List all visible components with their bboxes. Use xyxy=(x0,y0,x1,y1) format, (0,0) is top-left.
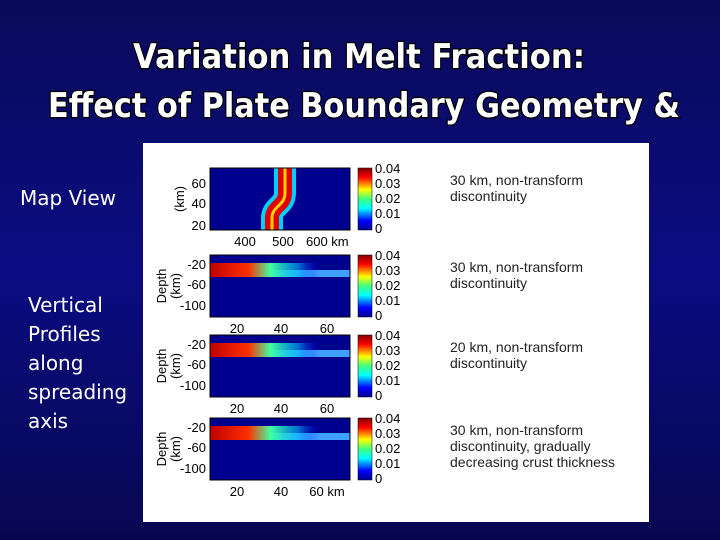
melt-zone xyxy=(210,263,320,277)
y-axis-label: (km) xyxy=(168,273,183,299)
y-tick-label: -20 xyxy=(187,257,206,272)
colorbar-label: 0.04 xyxy=(375,328,400,343)
panel-caption: 30 km, non-transform xyxy=(450,422,583,438)
profile-label-line: along xyxy=(28,351,83,375)
melt-zone xyxy=(210,426,320,440)
y-axis-label: (km) xyxy=(172,186,187,212)
panel-caption: 30 km, non-transform xyxy=(450,259,583,275)
panel-caption: discontinuity xyxy=(450,275,527,291)
colorbar xyxy=(357,254,373,318)
x-tick-label: 60 km xyxy=(309,484,344,499)
y-tick-label: -60 xyxy=(187,440,206,455)
plot-frame xyxy=(209,254,351,318)
panel-caption: decreasing crust thickness xyxy=(450,454,615,470)
colorbar xyxy=(357,167,373,231)
x-tick-label: 500 xyxy=(272,234,294,249)
title-line: Effect of Plate Boundary Geometry & xyxy=(48,86,680,126)
profile-label-line: Profiles xyxy=(28,322,101,346)
profile-label-line: axis xyxy=(28,409,68,433)
colorbar-label: 0.04 xyxy=(375,161,400,176)
y-tick-label: -100 xyxy=(180,378,206,393)
panel-caption: 20 km, non-transform xyxy=(450,339,583,355)
profiles-label: Vertical Profiles along spreading axis xyxy=(28,293,127,433)
colorbar xyxy=(357,334,373,398)
colorbar-label: 0.01 xyxy=(375,206,400,221)
colorbar-label: 0.02 xyxy=(375,278,400,293)
profile-label-line: spreading xyxy=(28,380,127,404)
melt-zone xyxy=(270,168,287,230)
x-tick-label: 40 xyxy=(274,321,288,336)
y-axis-label: Depth xyxy=(154,349,169,384)
x-tick-label: 60 xyxy=(320,321,334,336)
panel-caption: discontinuity, gradually xyxy=(450,438,591,454)
colorbar-label: 0.02 xyxy=(375,358,400,373)
y-tick-label: -60 xyxy=(187,357,206,372)
colorbar-label: 0.02 xyxy=(375,441,400,456)
x-tick-label: 20 xyxy=(230,401,244,416)
colorbar-label: 0.03 xyxy=(375,176,400,191)
colorbar-label: 0.01 xyxy=(375,293,400,308)
y-axis-label: Depth xyxy=(154,269,169,304)
colorbar-label: 0 xyxy=(375,308,382,323)
colorbar-label: 0.03 xyxy=(375,263,400,278)
x-tick-label: 60 xyxy=(320,401,334,416)
y-tick-label: -100 xyxy=(180,298,206,313)
melt-zone xyxy=(210,343,320,357)
y-axis-label: (km) xyxy=(168,436,183,462)
plot-frame xyxy=(209,417,351,481)
x-tick-label: 20 xyxy=(230,484,244,499)
y-tick-label: -100 xyxy=(180,461,206,476)
colorbar-label: 0 xyxy=(375,221,382,236)
y-tick-label: -20 xyxy=(187,420,206,435)
y-tick-label: -20 xyxy=(187,337,206,352)
y-tick-label: 20 xyxy=(192,218,206,233)
plot-frame xyxy=(209,167,351,231)
colorbar xyxy=(357,417,373,481)
colorbar-label: 0.04 xyxy=(375,411,400,426)
colorbar-label: 0.03 xyxy=(375,426,400,441)
y-tick-label: 40 xyxy=(192,196,206,211)
y-axis-label: (km) xyxy=(168,353,183,379)
x-tick-label: 40 xyxy=(274,401,288,416)
colorbar-label: 0.01 xyxy=(375,456,400,471)
profile-label-line: Vertical xyxy=(28,293,103,317)
x-tick-label: 20 xyxy=(230,321,244,336)
panel-caption: discontinuity xyxy=(450,355,527,371)
colorbar-label: 0.01 xyxy=(375,373,400,388)
panel-caption: discontinuity xyxy=(450,188,527,204)
plot-frame xyxy=(209,334,351,398)
x-tick-label: 400 xyxy=(234,234,256,249)
y-axis-label: Depth xyxy=(154,432,169,467)
title-line: Variation in Melt Fraction: xyxy=(133,37,585,77)
x-tick-label: 600 km xyxy=(306,234,349,249)
colorbar-label: 0.04 xyxy=(375,248,400,263)
colorbar-label: 0.03 xyxy=(375,343,400,358)
x-tick-label: 40 xyxy=(274,484,288,499)
colorbar-label: 0 xyxy=(375,471,382,486)
y-tick-label: -60 xyxy=(187,277,206,292)
map-view-label: Map View xyxy=(20,186,116,210)
panel-caption: 30 km, non-transform xyxy=(450,172,583,188)
colorbar-label: 0 xyxy=(375,388,382,403)
y-tick-label: 60 xyxy=(192,176,206,191)
colorbar-label: 0.02 xyxy=(375,191,400,206)
